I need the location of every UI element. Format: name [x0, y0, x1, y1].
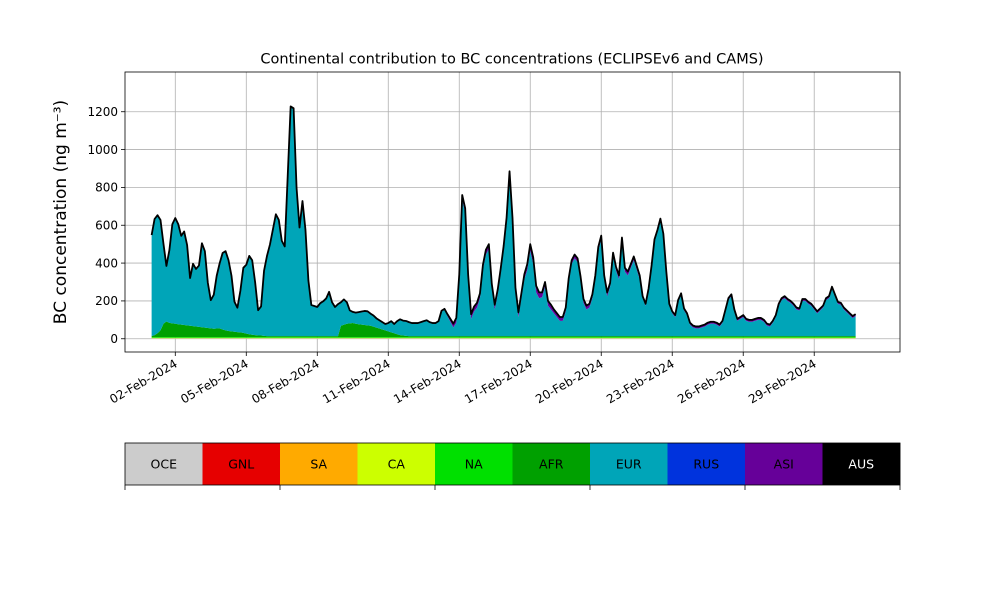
legend-swatch-ca: [357, 443, 436, 485]
legend-label-rus: RUS: [693, 457, 719, 472]
legend-swatch-afr: [512, 443, 591, 485]
chart-title: Continental contribution to BC concentra…: [260, 52, 763, 68]
area-na: [151, 337, 856, 338]
y-tick-label: 400: [95, 256, 118, 270]
y-tick-label: 600: [95, 218, 118, 232]
legend-label-oce: OCE: [151, 457, 178, 472]
area-eur: [151, 107, 856, 337]
legend-label-na: NA: [465, 457, 483, 472]
legend-frame: [124, 442, 901, 486]
legend-label-sa: SA: [310, 457, 327, 472]
y-tick-label: 1000: [87, 143, 118, 157]
legend-swatch-eur: [590, 443, 668, 485]
legend-label-afr: AFR: [539, 457, 564, 472]
y-tick-label: 0: [110, 332, 118, 346]
y-tick-label: 800: [95, 181, 118, 195]
legend-swatch-oce: [125, 443, 203, 485]
legend-label-gnl: GNL: [228, 457, 254, 472]
total-line: [150, 105, 857, 328]
legend-swatch-gnl: [202, 443, 281, 485]
legend-swatch-aus: [822, 443, 901, 485]
legend-label-aus: AUS: [848, 457, 874, 472]
legend-label-asi: ASI: [774, 457, 794, 472]
y-tick-label: 1200: [87, 105, 118, 119]
stacked-areas: [151, 106, 856, 339]
legend-colorbar: OCE GNL SA CA NA AFR EUR RUS ASI AUS: [124, 442, 901, 490]
y-axis-label: BC concentration (ng m⁻³): [51, 100, 71, 324]
area-afr: [151, 321, 856, 338]
plot-frame: [124, 71, 901, 353]
legend-swatch-sa: [280, 443, 358, 485]
legend-swatch-rus: [667, 443, 746, 485]
y-tick-label: 200: [95, 294, 118, 308]
legend-label-eur: EUR: [616, 457, 642, 472]
legend-label-ca: CA: [388, 457, 406, 472]
legend-swatch-na: [435, 443, 513, 485]
legend-swatch-asi: [745, 443, 823, 485]
total-outline: [150, 105, 857, 328]
